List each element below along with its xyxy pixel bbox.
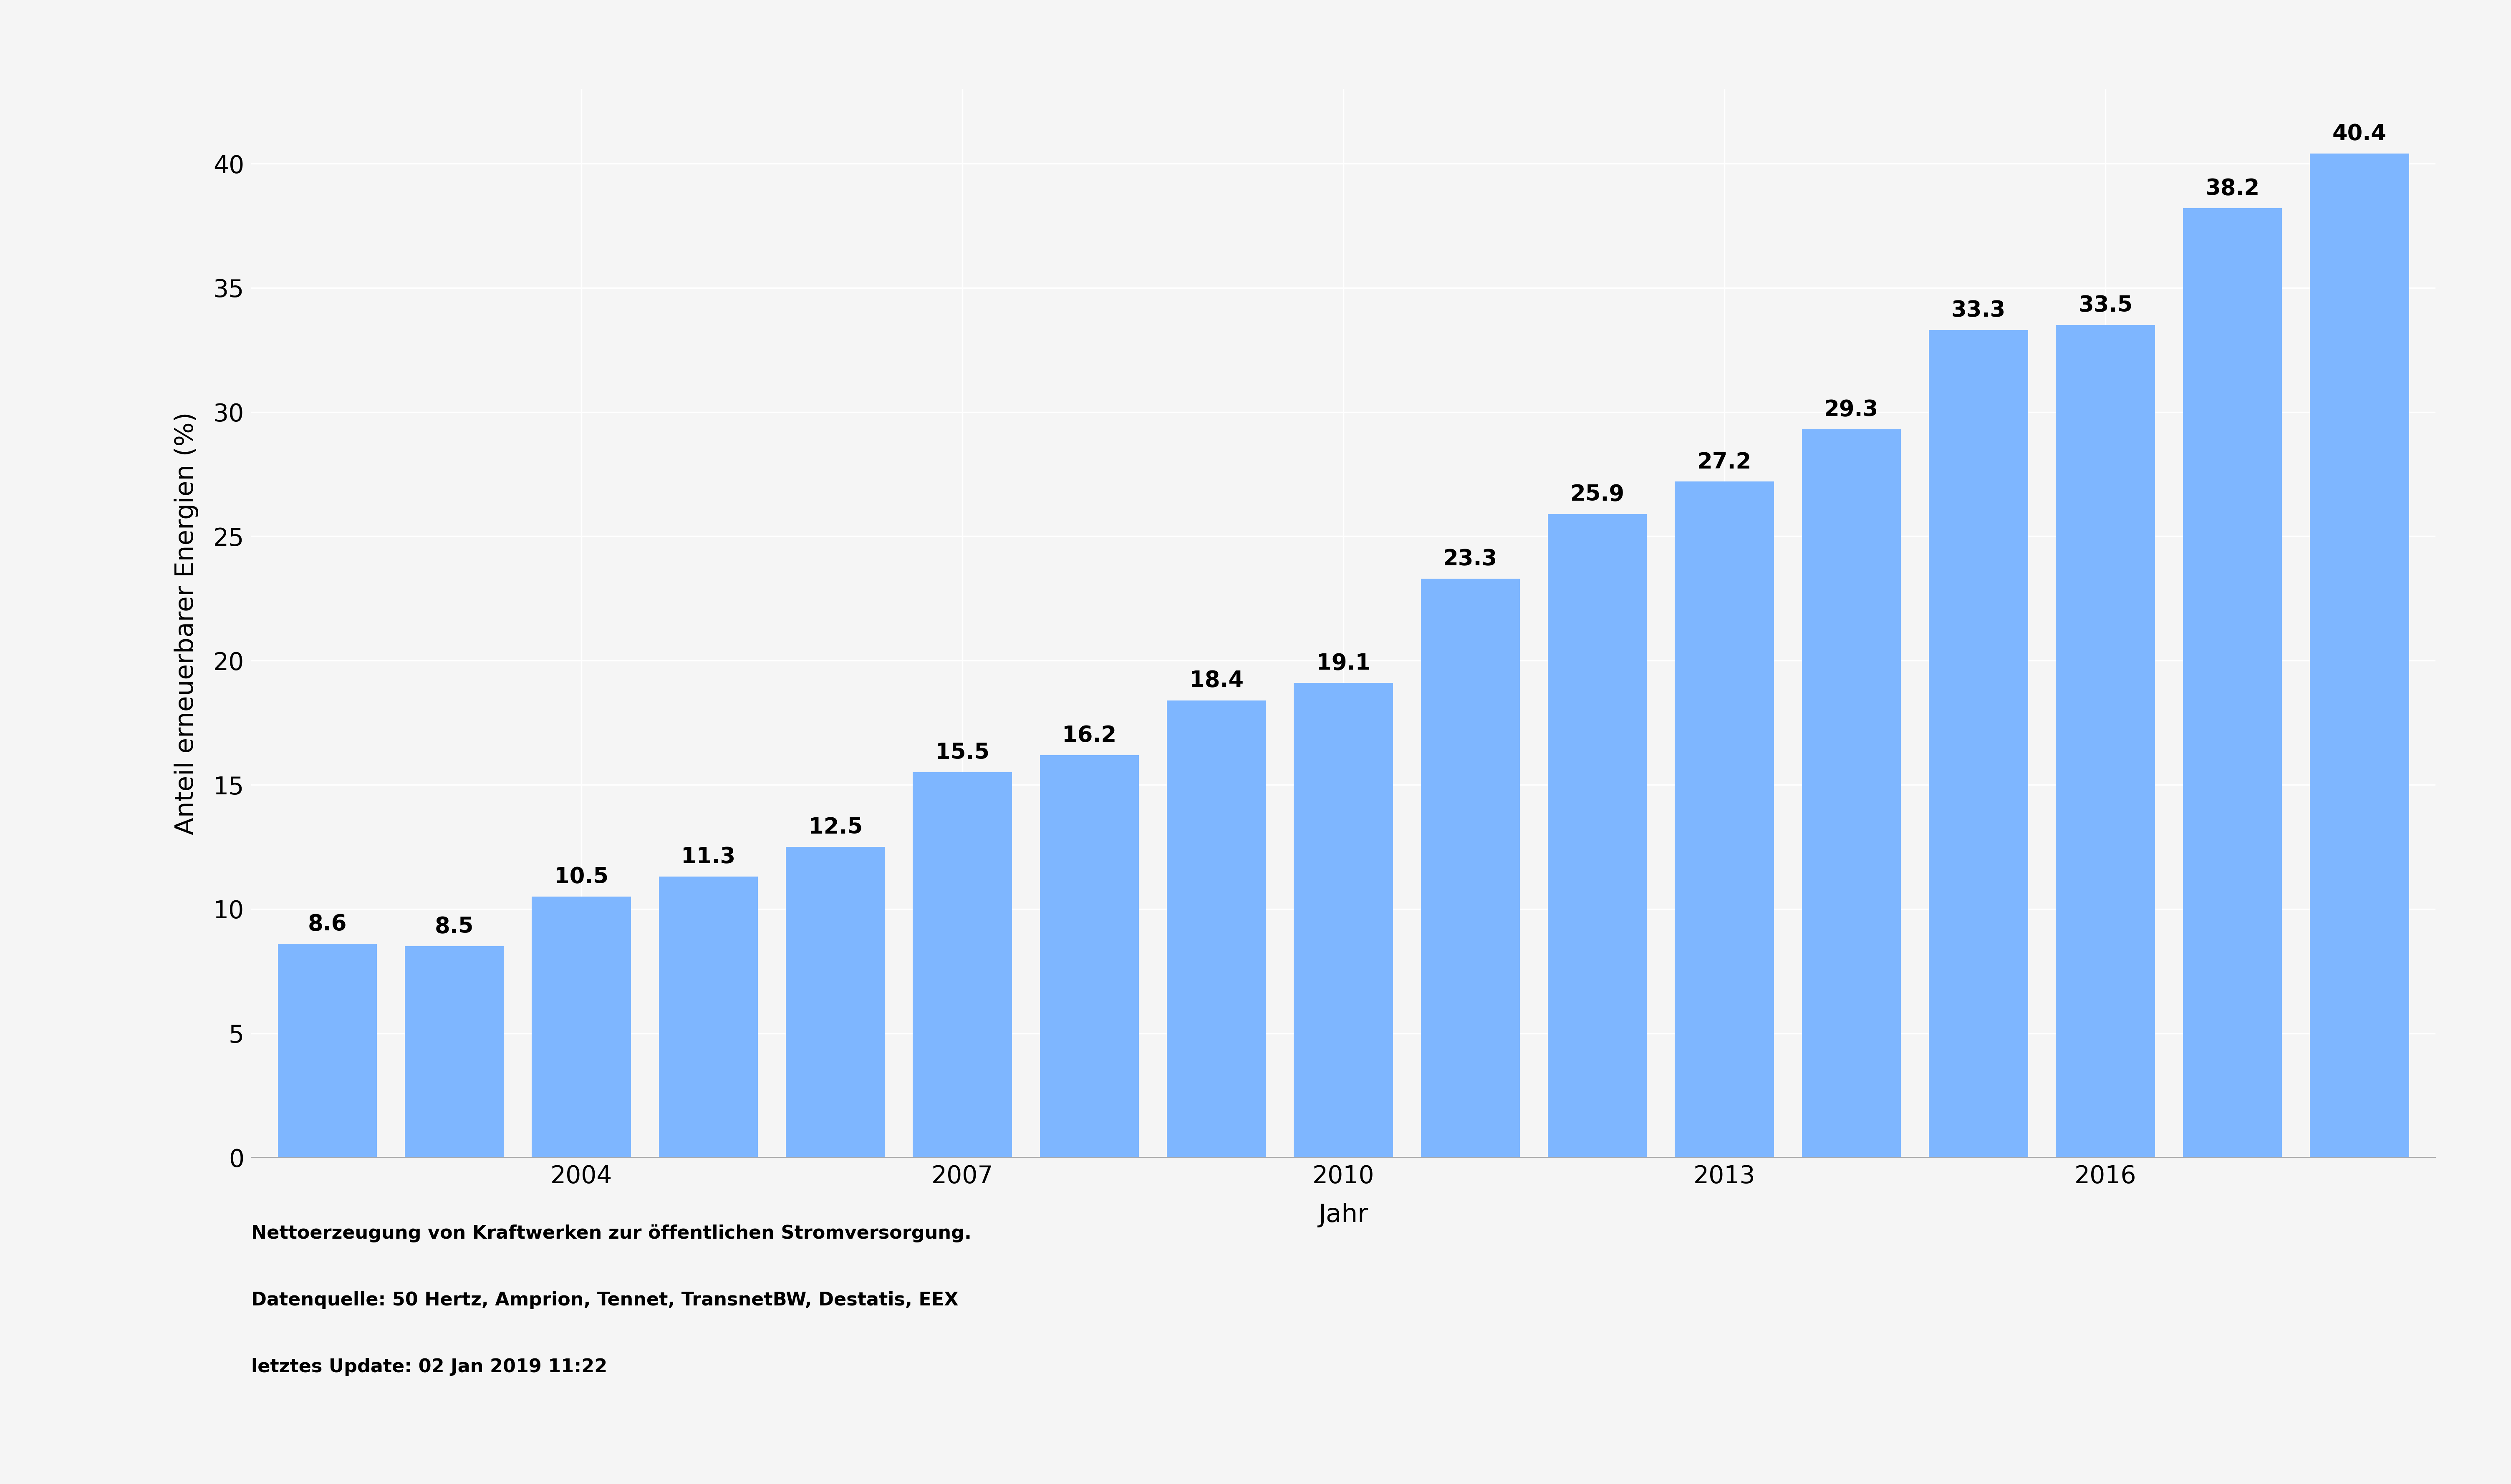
Bar <box>1293 683 1394 1158</box>
Bar <box>914 772 1012 1158</box>
Bar <box>2182 208 2282 1158</box>
Text: 18.4: 18.4 <box>1190 669 1243 692</box>
Bar <box>404 947 505 1158</box>
Text: Nettoerzeugung von Kraftwerken zur öffentlichen Stromversorgung.: Nettoerzeugung von Kraftwerken zur öffen… <box>251 1224 972 1242</box>
Text: 10.5: 10.5 <box>555 867 608 887</box>
Bar <box>1547 513 1647 1158</box>
Bar <box>1675 482 1773 1158</box>
Text: 16.2: 16.2 <box>1062 724 1117 746</box>
Text: 38.2: 38.2 <box>2205 178 2260 200</box>
X-axis label: Jahr: Jahr <box>1318 1202 1368 1227</box>
Bar <box>279 944 377 1158</box>
Text: 40.4: 40.4 <box>2333 123 2385 145</box>
Y-axis label: Anteil erneuerbarer Energien (%): Anteil erneuerbarer Energien (%) <box>173 413 198 834</box>
Bar <box>786 847 884 1158</box>
Text: 11.3: 11.3 <box>680 846 736 868</box>
Text: 29.3: 29.3 <box>1825 399 1878 421</box>
Text: 19.1: 19.1 <box>1316 653 1371 674</box>
Bar <box>532 896 630 1158</box>
Bar <box>2310 154 2408 1158</box>
Text: 8.5: 8.5 <box>434 916 475 938</box>
Bar <box>658 877 758 1158</box>
Bar <box>1168 700 1266 1158</box>
Text: 33.3: 33.3 <box>1951 300 2006 322</box>
Bar <box>1040 755 1140 1158</box>
Text: 25.9: 25.9 <box>1569 484 1625 505</box>
Bar <box>1421 579 1519 1158</box>
Bar <box>1803 429 1901 1158</box>
Text: 15.5: 15.5 <box>934 742 989 764</box>
Bar <box>1928 329 2029 1158</box>
Text: Datenquelle: 50 Hertz, Amprion, Tennet, TransnetBW, Destatis, EEX: Datenquelle: 50 Hertz, Amprion, Tennet, … <box>251 1291 959 1309</box>
Text: letztes Update: 02 Jan 2019 11:22: letztes Update: 02 Jan 2019 11:22 <box>251 1358 608 1376</box>
Text: 33.5: 33.5 <box>2079 295 2132 316</box>
Text: 12.5: 12.5 <box>809 816 861 838</box>
Text: 27.2: 27.2 <box>1697 451 1753 473</box>
Text: 23.3: 23.3 <box>1444 548 1497 570</box>
Bar <box>2057 325 2154 1158</box>
Text: 8.6: 8.6 <box>309 914 347 935</box>
